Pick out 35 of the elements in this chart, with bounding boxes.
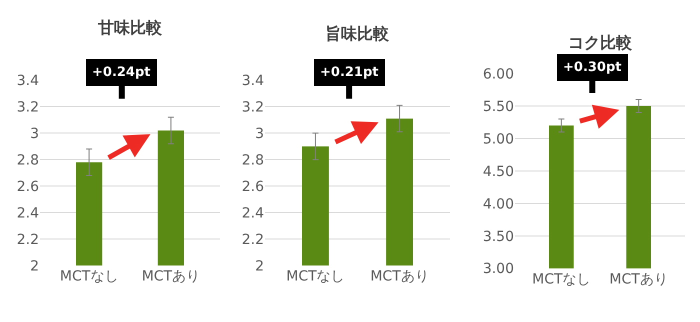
x-tick-label: MCTなし bbox=[60, 268, 118, 284]
y-tick-label: 3 bbox=[255, 126, 264, 142]
annotation: +0.30pt bbox=[563, 60, 622, 75]
x-tick-label: MCTあり bbox=[142, 268, 200, 284]
y-tick-label: 2.4 bbox=[242, 205, 264, 222]
y-tick-label: 2.2 bbox=[242, 232, 264, 248]
y-tick-label: 2 bbox=[255, 258, 264, 274]
y-tick-label: 3.2 bbox=[242, 100, 264, 116]
y-tick-label: 2.6 bbox=[16, 178, 40, 195]
x-tick-label: MCTなし bbox=[532, 271, 591, 288]
y-tick-label: 2.8 bbox=[16, 152, 39, 168]
y-tick-label: 2.8 bbox=[242, 152, 264, 168]
y-tick-label: 4.00 bbox=[482, 196, 514, 212]
x-tick-label: MCTあり bbox=[370, 268, 429, 284]
x-tick-label: MCTあり bbox=[609, 271, 668, 288]
y-tick-label: 3.00 bbox=[482, 261, 514, 278]
y-tick-label: 3.2 bbox=[16, 100, 39, 116]
chart-title: 甘味比較 bbox=[97, 18, 163, 37]
y-tick-label: 6.00 bbox=[482, 66, 514, 82]
chart-title: コク比較 bbox=[568, 33, 633, 52]
x-tick-label: MCTなし bbox=[286, 268, 345, 284]
y-tick-label: 5.50 bbox=[482, 98, 514, 115]
y-tick-label: 2.2 bbox=[16, 232, 39, 248]
y-tick-label: 2.6 bbox=[242, 178, 264, 195]
y-tick-label: 3.4 bbox=[242, 73, 264, 90]
chart-title: 旨味比較 bbox=[325, 24, 390, 43]
y-tick-label: 3 bbox=[30, 126, 39, 142]
y-tick-label: 4.50 bbox=[482, 164, 514, 180]
y-tick-label: 2 bbox=[30, 258, 39, 274]
text: +0.24pt bbox=[92, 65, 150, 80]
y-tick-label: 5.00 bbox=[482, 131, 514, 148]
y-tick-label: 3.50 bbox=[482, 228, 514, 245]
text: +0.21pt bbox=[320, 65, 378, 80]
y-tick-label: 3.4 bbox=[16, 73, 40, 90]
y-tick-label: 2.4 bbox=[16, 205, 40, 222]
